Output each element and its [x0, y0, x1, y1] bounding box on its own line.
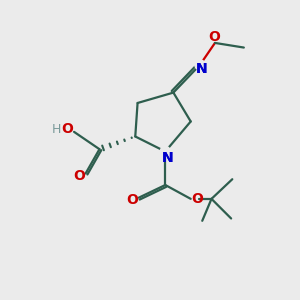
Text: O: O [208, 30, 220, 44]
Text: N: N [196, 62, 208, 76]
Text: N: N [196, 62, 208, 76]
Circle shape [195, 60, 205, 70]
Text: H: H [52, 123, 62, 136]
Text: N: N [161, 151, 173, 165]
Text: O: O [191, 192, 203, 206]
Circle shape [160, 146, 170, 157]
Text: O: O [126, 194, 138, 208]
Text: O: O [61, 122, 74, 136]
Text: N: N [161, 151, 173, 165]
Text: O: O [73, 169, 85, 183]
